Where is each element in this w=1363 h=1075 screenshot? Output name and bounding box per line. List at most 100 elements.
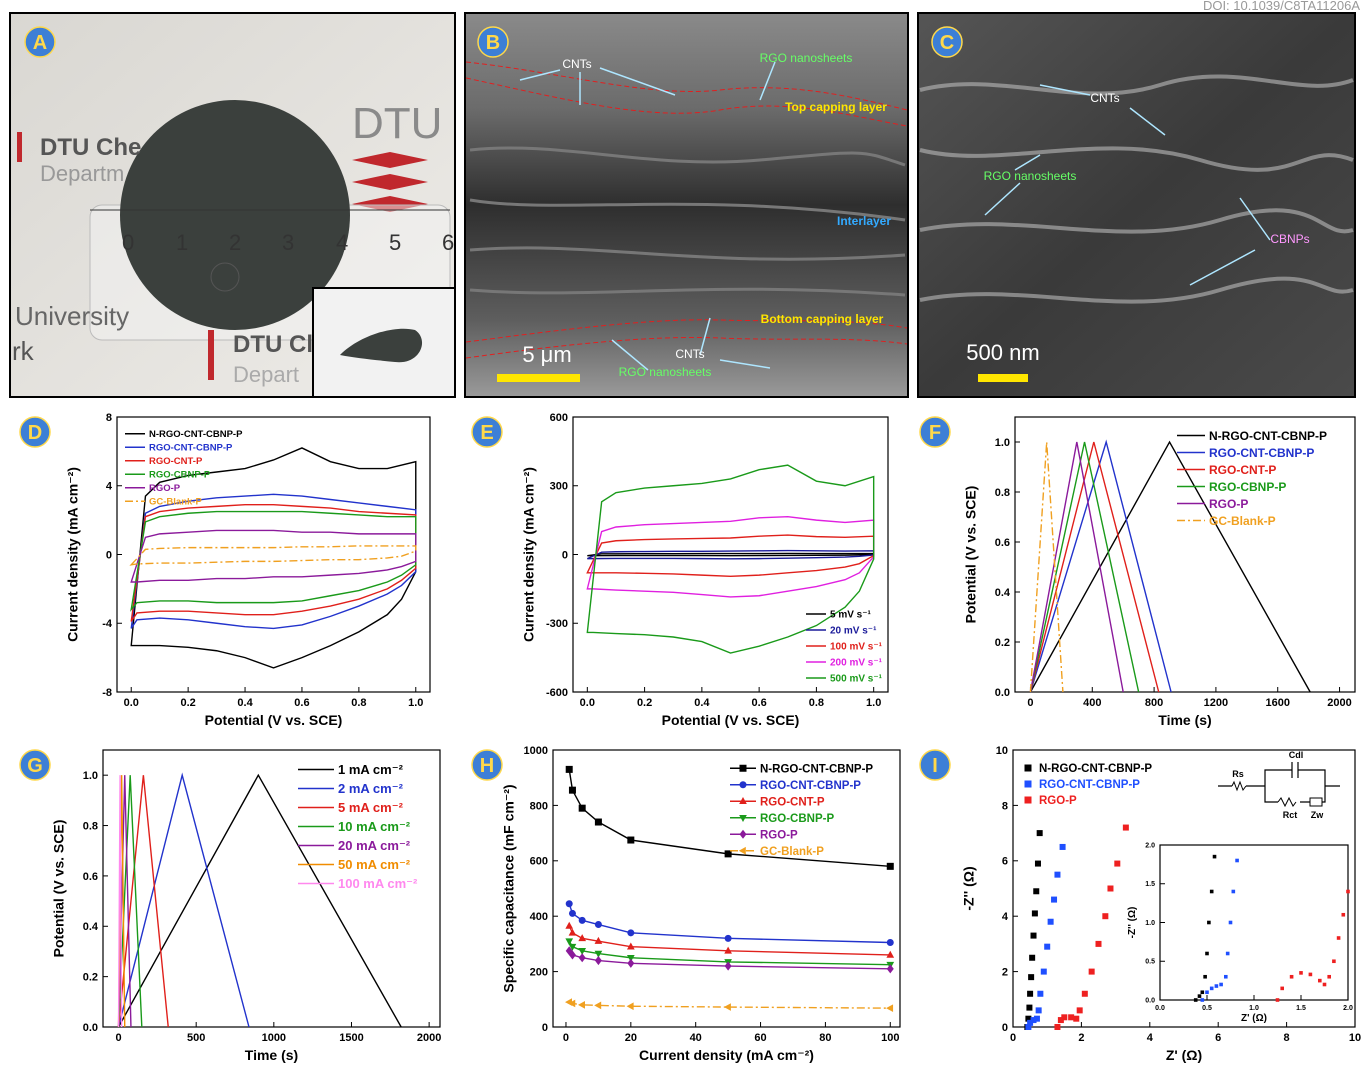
marker <box>1032 910 1038 916</box>
x-tick-label: 1200 <box>1204 697 1228 709</box>
marker <box>1203 975 1207 979</box>
marker <box>1025 797 1032 804</box>
marker <box>1054 872 1060 878</box>
panel-label: H <box>480 755 494 777</box>
x-tick-label: 400 <box>1083 697 1101 709</box>
figure: DOI: 10.1039/C8TA11206A DTU Che Departm … <box>0 0 1363 1070</box>
legend-label: GC-Blank-P <box>149 497 202 508</box>
y-tick-label: 0.8 <box>83 820 98 832</box>
marker <box>627 1002 634 1010</box>
x-tick-label: 20 <box>625 1032 637 1044</box>
y-tick-label: 1.0 <box>1145 920 1155 927</box>
legend-label: GC-Blank-P <box>760 846 824 858</box>
marker <box>569 787 576 794</box>
marker <box>595 921 602 928</box>
y-tick-label: 6 <box>1002 856 1008 868</box>
x-tick-label: 0 <box>1010 1032 1016 1044</box>
x-tick-label: 0.0 <box>124 697 139 709</box>
photo-a: DTU Che Departm DTU 0 1 2 3 4 5 6 Univer… <box>10 13 455 397</box>
x-tick-label: 2000 <box>417 1032 441 1044</box>
y-tick-label: 1.0 <box>83 770 98 782</box>
series-line <box>131 546 416 565</box>
x-axis-label: Current density (mA cm⁻²) <box>639 1047 814 1063</box>
marker <box>566 766 573 773</box>
marker <box>1342 913 1346 917</box>
marker <box>1107 886 1113 892</box>
legend-label: RGO-CBNP-P <box>760 813 834 825</box>
legend-label: RGO-CBNP-P <box>1209 480 1286 494</box>
marker <box>739 847 746 855</box>
x-tick-label: 0.4 <box>694 697 710 709</box>
y-tick-label: 1.5 <box>1145 881 1155 888</box>
marker <box>1213 855 1217 859</box>
legend-label: RGO-P <box>1209 497 1248 511</box>
x-tick-label: 80 <box>819 1032 831 1044</box>
legend-label: RGO-CBNP-P <box>149 470 211 481</box>
x-tick-label: 2 <box>1078 1032 1084 1044</box>
legend-label: RGO-CNT-P <box>1209 463 1276 477</box>
y-axis-label: Current density (mA cm⁻²) <box>64 467 80 642</box>
circuit-label: Zw <box>1311 810 1324 820</box>
plot-frame <box>1160 845 1348 1000</box>
marker <box>569 910 576 917</box>
y-tick-label: 0.0 <box>1145 997 1155 1004</box>
y-tick-label: 800 <box>530 800 548 812</box>
panel-label: D <box>28 422 42 444</box>
photo-text: University <box>15 301 129 331</box>
legend-label: 50 mA cm⁻² <box>338 857 411 872</box>
annotation: RGO nanosheets <box>760 51 853 65</box>
photo-text: Depart <box>233 362 299 387</box>
marker <box>1036 1007 1042 1013</box>
marker <box>1089 969 1095 975</box>
legend-label: RGO-P <box>1039 795 1077 807</box>
marker <box>627 959 634 968</box>
marker <box>1290 975 1294 979</box>
marker <box>1224 975 1228 979</box>
y-tick-label: 0.6 <box>83 871 98 883</box>
y-tick-label: -300 <box>546 618 568 630</box>
y-tick-label: 1.0 <box>995 437 1010 449</box>
marker <box>1054 1024 1060 1030</box>
panel-label: G <box>27 755 43 777</box>
marker <box>1026 1005 1032 1011</box>
x-tick-label: 500 <box>187 1032 205 1044</box>
annotation: Interlayer <box>837 214 891 228</box>
y-tick-label: 0 <box>542 1022 548 1034</box>
marker <box>1210 890 1214 894</box>
y-tick-label: 8 <box>1002 800 1008 812</box>
y-tick-label: 1000 <box>524 745 548 757</box>
y-tick-label: -8 <box>102 687 112 699</box>
y-tick-label: 600 <box>530 856 548 868</box>
x-tick-label: 0 <box>115 1032 121 1044</box>
y-axis-label: -Z'' (Ω) <box>1127 907 1138 939</box>
logo-mark <box>17 132 22 162</box>
x-tick-label: 0.0 <box>580 697 595 709</box>
legend-label: RGO-CNT-CBNP-P <box>1039 779 1140 791</box>
marker <box>1025 781 1032 788</box>
marker <box>1048 919 1054 925</box>
marker <box>1037 991 1043 997</box>
marker <box>1235 859 1239 863</box>
legend-label: GC-Blank-P <box>1209 514 1276 528</box>
legend-label: RGO-P <box>760 829 798 841</box>
y-tick-label: 2.0 <box>1145 842 1155 849</box>
marker <box>725 935 732 942</box>
x-tick-label: 100 <box>881 1032 899 1044</box>
circuit-label: Cdl <box>1289 750 1304 760</box>
marker <box>1033 888 1039 894</box>
annotation: Top capping layer <box>785 100 887 114</box>
x-tick-label: 2000 <box>1327 697 1351 709</box>
panel-label: A <box>33 32 47 54</box>
marker <box>1215 984 1219 988</box>
x-tick-label: 0.2 <box>180 697 195 709</box>
y-axis-label: Specific capacitance (mF cm⁻²) <box>500 784 516 992</box>
marker <box>1194 998 1198 1002</box>
marker <box>1201 998 1205 1002</box>
y-axis-label: -Z'' (Ω) <box>960 866 976 910</box>
marker <box>740 830 747 839</box>
photo-text: DTU Cl <box>233 331 313 358</box>
marker <box>1031 933 1037 939</box>
ruler-number: 0 <box>122 230 134 255</box>
annotation: RGO nanosheets <box>619 365 712 379</box>
marker <box>1276 998 1280 1002</box>
